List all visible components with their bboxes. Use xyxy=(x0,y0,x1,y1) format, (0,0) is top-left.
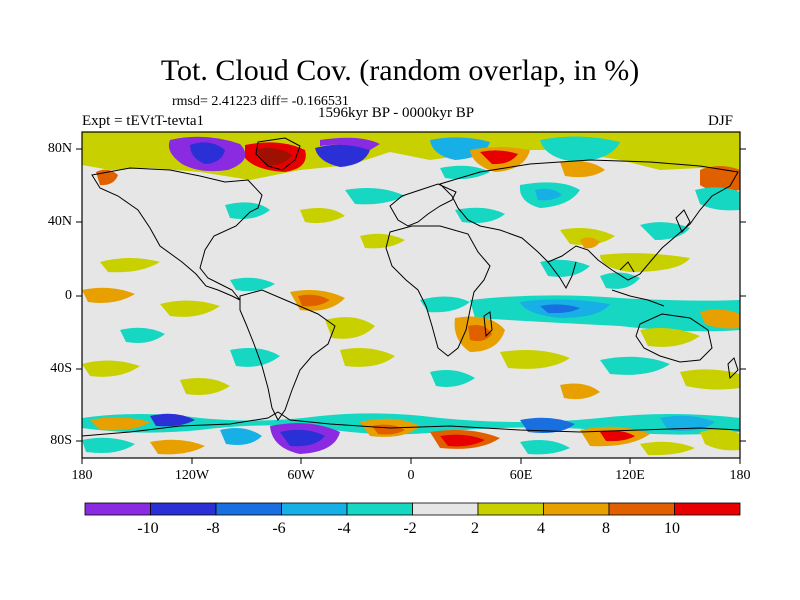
antarctic-anomalies xyxy=(82,413,740,458)
colorbar-swatch xyxy=(674,502,741,516)
colorbar-swatch xyxy=(84,502,151,516)
period-label: 1596kyr BP - 0000kyr BP xyxy=(318,105,475,121)
season-label: DJF xyxy=(708,113,734,129)
colorbar-swatch xyxy=(412,502,479,516)
lon-label-180e: 180 xyxy=(729,468,751,483)
colorbar-swatch xyxy=(346,502,413,516)
colorbar-swatch xyxy=(543,502,610,516)
map-background xyxy=(82,132,740,458)
cloud-cover-field xyxy=(82,132,740,458)
lon-label-120e: 120E xyxy=(615,468,645,483)
colorbar-label: -2 xyxy=(403,520,417,537)
colorbar-label: -6 xyxy=(272,520,286,537)
lon-label-180w: 180 xyxy=(71,468,93,483)
colorbar-swatch xyxy=(477,502,544,516)
lon-label-0: 0 xyxy=(407,468,415,483)
lat-label-eq: 0 xyxy=(65,288,72,303)
lat-label-80s: 80S xyxy=(50,433,72,448)
colorbar-swatch xyxy=(150,502,217,516)
lat-label-40s: 40S xyxy=(50,361,72,376)
colorbar-label: -8 xyxy=(206,520,220,537)
lon-label-120w: 120W xyxy=(174,468,210,483)
lat-label-40n: 40N xyxy=(47,214,72,229)
colorbar-swatch xyxy=(608,502,675,516)
colorbar xyxy=(84,502,741,516)
northern-midlatitude-anomalies xyxy=(100,182,740,277)
lat-label-80n: 80N xyxy=(47,141,72,156)
southern-midlatitude-anomalies xyxy=(82,348,740,400)
lat-ticks xyxy=(76,148,746,442)
tropical-anomalies xyxy=(82,237,740,352)
experiment-label: Expt = tEVtT-tevta1 xyxy=(82,113,205,129)
colorbar-swatch xyxy=(215,502,282,516)
arctic-anomalies xyxy=(82,132,740,192)
colorbar-label: -10 xyxy=(137,520,159,537)
colorbar-swatch xyxy=(281,502,348,516)
coastlines xyxy=(82,137,740,437)
colorbar-label: 2 xyxy=(471,520,479,537)
stats-line: rmsd= 2.41223 diff= -0.166531 xyxy=(172,94,349,109)
colorbar-label: 10 xyxy=(664,520,680,537)
colorbar-label: 8 xyxy=(602,520,610,537)
lon-ticks xyxy=(81,458,741,464)
map-title: Tot. Cloud Cov. (random overlap, in %) xyxy=(160,54,640,87)
colorbar-label: 4 xyxy=(537,520,545,537)
lon-label-60w: 60W xyxy=(287,468,315,483)
lon-label-60e: 60E xyxy=(509,468,533,483)
colorbar-label: -4 xyxy=(337,520,351,537)
